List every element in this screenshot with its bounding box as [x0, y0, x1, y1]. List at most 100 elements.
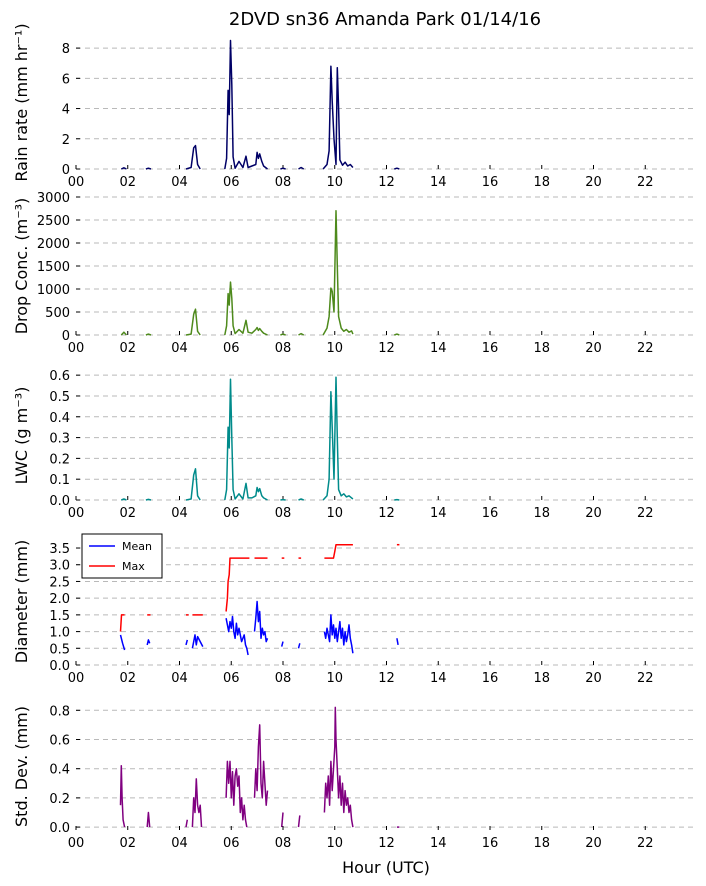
data-series-line [298, 166, 305, 170]
y-tick-label: 3.5 [49, 542, 70, 557]
data-series-line [146, 811, 151, 828]
y-tick-label: 0.2 [49, 792, 70, 807]
data-series-line [185, 468, 201, 501]
data-series-line [185, 308, 201, 336]
legend-box [81, 533, 163, 579]
x-tick-label: 12 [378, 836, 395, 851]
x-tick-label: 16 [482, 671, 499, 686]
data-series-line [322, 210, 354, 336]
y-tick-label: 2500 [37, 214, 70, 229]
x-tick-label: 08 [275, 341, 292, 356]
mean-series-line [119, 634, 126, 651]
x-tick-label: 12 [378, 671, 395, 686]
x-tick-label: 06 [223, 341, 240, 356]
data-series-line [185, 144, 201, 170]
x-tick-label: 22 [637, 175, 654, 190]
x-tick-label: 04 [171, 506, 188, 521]
x-tick-label: 06 [223, 506, 240, 521]
y-tick-label: 0.6 [49, 733, 70, 748]
data-series-line [280, 167, 286, 170]
x-tick-label: 04 [171, 671, 188, 686]
x-tick-label: 08 [275, 175, 292, 190]
y-tick-label: 4 [62, 103, 70, 118]
x-tick-label: 16 [482, 175, 499, 190]
x-tick-label: 16 [482, 341, 499, 356]
x-tick-label: 10 [326, 341, 343, 356]
data-series-line [120, 167, 127, 170]
x-tick-label: 06 [223, 175, 240, 190]
x-tick-label: 20 [585, 175, 602, 190]
x-tick-label: 18 [533, 671, 550, 686]
y-tick-label: 1000 [37, 283, 70, 298]
max-series-line [324, 543, 353, 559]
y-tick-label: 1.5 [49, 609, 70, 624]
data-series-line [280, 812, 284, 828]
x-tick-label: 12 [378, 506, 395, 521]
x-tick-label: 20 [585, 506, 602, 521]
x-tick-label: 06 [223, 671, 240, 686]
mean-series-line [297, 643, 301, 649]
y-tick-label: 0.2 [49, 452, 70, 467]
max-series-line [225, 557, 250, 612]
y-axis-label: Drop Conc. (m⁻³) [12, 198, 31, 335]
data-series-line [280, 333, 286, 336]
data-series-line [224, 39, 268, 170]
x-tick-label: 22 [637, 836, 654, 851]
data-series-line [322, 376, 354, 501]
y-tick-label: 6 [62, 72, 70, 87]
y-tick-label: 8 [62, 42, 70, 57]
x-tick-label: 18 [533, 341, 550, 356]
panel-5: 0.0 0.2 0.4 0.6 0.8 00 02 04 06 08 10 12 14 16 18 20 22 S… [12, 704, 697, 851]
y-tick-label: 0.6 [49, 369, 70, 384]
x-tick-label: 18 [533, 506, 550, 521]
mean-series-line [280, 641, 284, 647]
x-tick-label: 00 [68, 836, 85, 851]
x-tick-label: 14 [430, 836, 447, 851]
y-tick-label: 2 [62, 133, 70, 148]
x-tick-label: 20 [585, 671, 602, 686]
legend: Mean Max [81, 533, 163, 579]
x-tick-label: 02 [119, 506, 136, 521]
data-series-line [191, 778, 203, 828]
data-series-line [224, 281, 268, 336]
x-tick-label: 08 [275, 506, 292, 521]
data-series-line [185, 819, 189, 828]
y-tick-label: 500 [45, 306, 70, 321]
max-series-line [119, 614, 125, 632]
data-series-line [225, 760, 248, 828]
x-tick-label: 06 [223, 836, 240, 851]
y-tick-label: 1500 [37, 260, 70, 275]
y-tick-label: 0.8 [49, 704, 70, 719]
x-tick-label: 08 [275, 836, 292, 851]
data-series-line [145, 498, 152, 501]
y-tick-label: 1.0 [49, 626, 70, 641]
data-series-line [224, 378, 268, 501]
y-tick-label: 3000 [37, 191, 70, 206]
y-axis-label: Rain rate (mm hr⁻¹) [12, 23, 31, 181]
y-tick-label: 0 [62, 163, 70, 178]
x-tick-label: 02 [119, 175, 136, 190]
x-tick-label: 08 [275, 671, 292, 686]
x-tick-label: 10 [326, 671, 343, 686]
data-series-line [119, 765, 126, 828]
y-tick-label: 0.4 [49, 763, 70, 778]
x-tick-label: 14 [430, 506, 447, 521]
data-series-line [323, 706, 354, 828]
x-tick-label: 16 [482, 836, 499, 851]
panel-3: 0.0 0.1 0.2 0.3 0.4 0.5 0.6 00 02 04 06 08 10 12 14 16 1… [12, 369, 697, 521]
data-series-line [253, 724, 269, 806]
x-tick-label: 04 [171, 341, 188, 356]
x-tick-label: 18 [533, 836, 550, 851]
y-tick-label: 0.1 [49, 473, 70, 488]
mean-series-line [225, 615, 249, 656]
data-series-line [298, 498, 304, 501]
y-tick-label: 0.4 [49, 411, 70, 426]
x-tick-label: 22 [637, 671, 654, 686]
y-tick-label: 0.5 [49, 642, 70, 657]
panel-2: 0 500 1000 1500 2000 2500 3000 00 02 04 06 08 10 12 14… [12, 191, 697, 356]
x-tick-label: 00 [68, 506, 85, 521]
mean-series-line [146, 639, 151, 646]
data-series-line [297, 815, 301, 828]
